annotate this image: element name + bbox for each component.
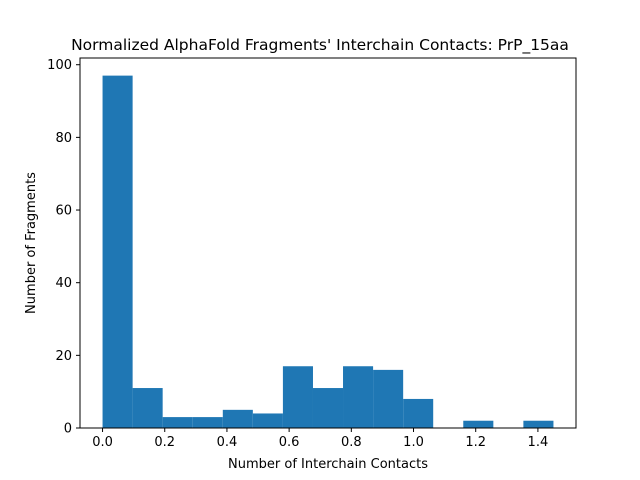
y-tick-label: 0 xyxy=(64,422,72,437)
bars-group xyxy=(102,75,554,429)
histogram-bar xyxy=(373,369,404,428)
y-tick-label: 40 xyxy=(55,276,72,291)
x-tick-label: 0.2 xyxy=(154,435,175,450)
histogram-bar xyxy=(192,417,223,428)
x-tick-label: 1.4 xyxy=(528,435,549,450)
histogram-bar xyxy=(343,366,374,428)
plot-frame xyxy=(79,57,577,429)
y-tick-label: 20 xyxy=(55,349,72,364)
histogram-bar xyxy=(312,388,344,428)
histogram-bar xyxy=(463,420,494,428)
x-tick-label: 0.0 xyxy=(92,435,113,450)
y-axis-ticks: 0 20 40 60 80 100 xyxy=(47,58,80,437)
y-tick-label: 80 xyxy=(55,131,72,146)
y-tick-label: 60 xyxy=(55,204,72,219)
y-tick-label: 100 xyxy=(47,58,72,73)
histogram-bar xyxy=(162,417,193,428)
histogram-bar xyxy=(403,398,434,428)
x-tick-label: 0.8 xyxy=(341,435,362,450)
x-tick-label: 1.2 xyxy=(465,435,486,450)
histogram-bar xyxy=(102,75,133,429)
x-tick-label: 0.4 xyxy=(217,435,238,450)
x-axis-ticks: 0.0 0.2 0.4 0.6 0.8 1.0 1.2 1.4 xyxy=(92,428,548,450)
y-axis-title: Number of Fragments xyxy=(24,172,39,314)
x-tick-label: 0.6 xyxy=(279,435,300,450)
histogram-bar xyxy=(132,388,163,428)
histogram-bar xyxy=(222,409,253,428)
chart-title: Normalized AlphaFold Fragments' Intercha… xyxy=(71,36,569,55)
histogram-bar xyxy=(282,366,313,428)
x-tick-label: 1.0 xyxy=(403,435,424,450)
x-axis-title: Number of Interchain Contacts xyxy=(228,457,428,472)
histogram-bar xyxy=(523,420,554,428)
histogram-bar xyxy=(252,413,283,428)
